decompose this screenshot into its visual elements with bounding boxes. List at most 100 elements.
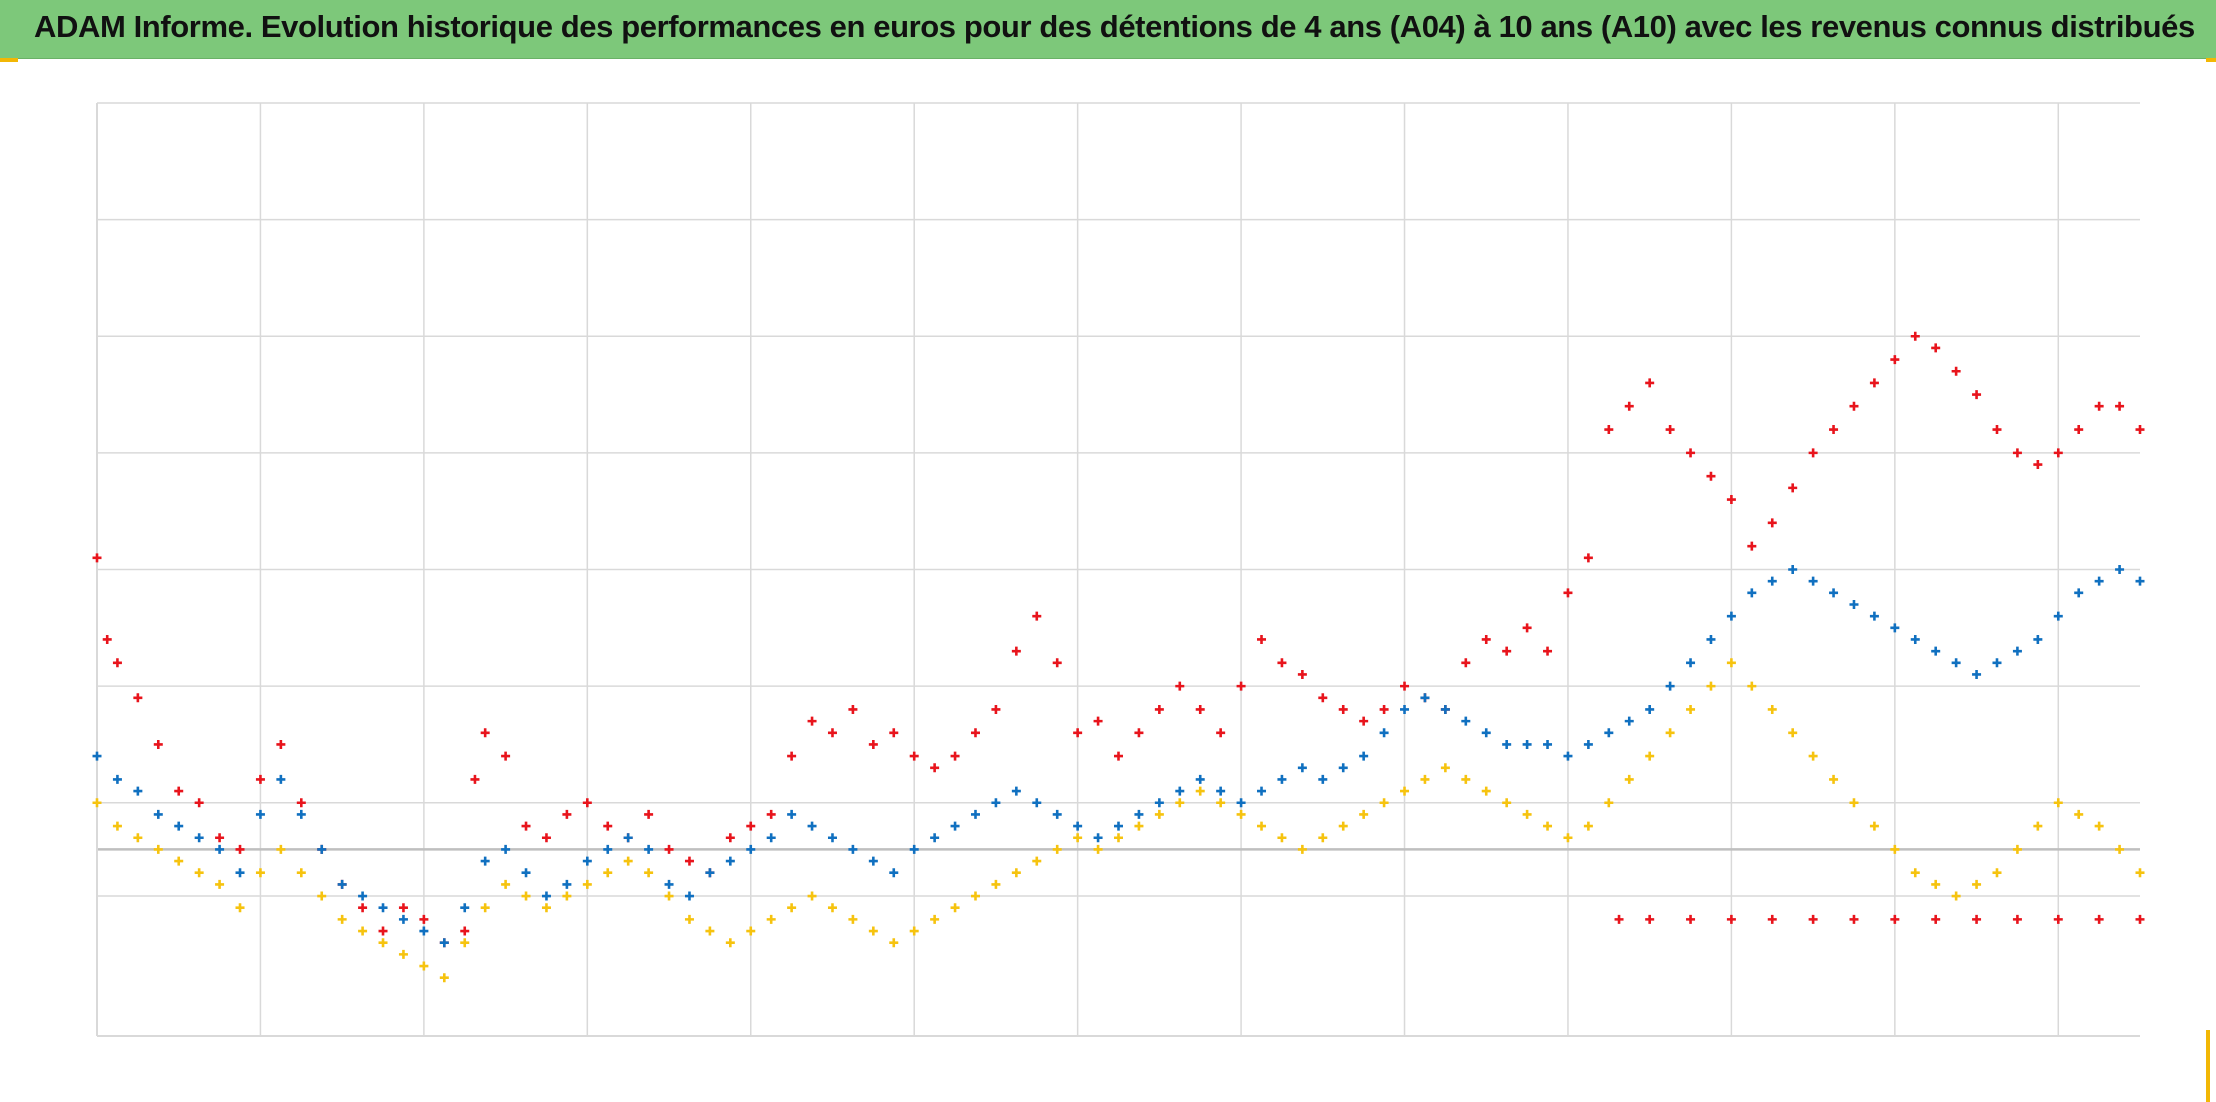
series-0-point-20 <box>470 774 480 784</box>
series-2-point-48 <box>1073 833 1083 843</box>
series-2-point-55 <box>1216 798 1226 808</box>
series-0-point-83 <box>1747 541 1757 551</box>
series-0-point-74 <box>1563 588 1573 598</box>
series-1-point-83 <box>1788 565 1798 574</box>
series-2-point-59 <box>1297 844 1307 854</box>
series-1-point-79 <box>1706 634 1716 644</box>
series-0-point-57 <box>1216 728 1226 738</box>
series-1-point-25 <box>603 844 613 854</box>
series-0-point-6 <box>194 798 204 808</box>
series-1-point-90 <box>1931 646 1941 656</box>
series-1-point-92 <box>1972 669 1982 679</box>
series-0-point-87 <box>1829 425 1839 435</box>
series-2-point-99 <box>2115 844 2125 854</box>
series-0-point-75 <box>1583 553 1593 563</box>
series-3-point-6 <box>1849 914 1859 924</box>
series-2-point-33 <box>766 914 776 924</box>
series-0-point-19 <box>460 926 470 936</box>
series-0-point-73 <box>1543 646 1553 656</box>
series-2-point-22 <box>541 903 551 913</box>
series-2-point-44 <box>991 879 1001 889</box>
series-0-point-43 <box>930 763 940 773</box>
series-0-point-60 <box>1277 658 1287 668</box>
series-1-point-20 <box>501 844 511 854</box>
series-1-point-3 <box>153 809 163 819</box>
series-2-point-81 <box>1747 681 1757 691</box>
series-1-point-44 <box>991 798 1001 808</box>
series-2-point-57 <box>1257 821 1267 831</box>
series-2-point-80 <box>1726 658 1736 668</box>
series-0-point-86 <box>1808 448 1818 458</box>
series-1-point-13 <box>358 891 368 901</box>
series-0-point-16 <box>398 903 408 913</box>
series-2-point-52 <box>1154 809 1164 819</box>
series-2-point-32 <box>746 926 756 936</box>
series-2-point-65 <box>1420 774 1430 784</box>
series-2-point-73 <box>1583 821 1593 831</box>
series-2-point-93 <box>1992 868 2002 878</box>
series-2-point-91 <box>1951 891 1961 901</box>
series-2-point-89 <box>1910 868 1920 878</box>
series-2-point-17 <box>439 973 449 983</box>
series-0-point-93 <box>1951 366 1961 376</box>
series-0-point-34 <box>746 821 756 831</box>
series-1-point-4 <box>174 821 184 831</box>
series-0-point-88 <box>1849 401 1859 411</box>
series-1-point-94 <box>2012 646 2022 656</box>
series-2-point-47 <box>1052 844 1062 854</box>
series-1-point-81 <box>1747 588 1757 598</box>
series-3-point-3 <box>1726 914 1736 924</box>
series-3-point-9 <box>1972 914 1982 924</box>
series-2-point-27 <box>644 868 654 878</box>
series-2-point-58 <box>1277 833 1287 843</box>
series-2-point-39 <box>889 938 899 948</box>
series-2-point-51 <box>1134 821 1144 831</box>
series-0-point-100 <box>2094 401 2104 411</box>
series-3-point-12 <box>2094 914 2104 924</box>
series-1-point-88 <box>1890 623 1900 633</box>
series-0-point-29 <box>644 809 654 819</box>
series-0-point-1 <box>102 634 112 644</box>
series-1-point-33 <box>766 833 776 843</box>
series-3-point-8 <box>1931 914 1941 924</box>
series-1-point-64 <box>1400 704 1410 714</box>
series-1-point-26 <box>623 833 633 843</box>
series-0-point-98 <box>2053 448 2063 458</box>
series-1-point-91 <box>1951 658 1961 668</box>
series-1-point-35 <box>807 821 817 831</box>
series-0-point-25 <box>562 809 572 819</box>
series-1-point-36 <box>827 833 837 843</box>
series-0-point-42 <box>909 751 919 761</box>
series-1-point-22 <box>541 891 551 901</box>
series-1-point-18 <box>460 903 470 913</box>
series-0-point-92 <box>1931 343 1941 353</box>
series-0-point-59 <box>1257 634 1267 644</box>
series-1-point-2 <box>133 786 143 796</box>
series-1-point-49 <box>1093 833 1103 843</box>
series-2-point-16 <box>419 961 429 971</box>
series-2-point-11 <box>317 891 327 901</box>
series-0-point-85 <box>1788 483 1798 493</box>
grid-layer <box>96 102 2140 1037</box>
series-1-point-78 <box>1686 658 1696 668</box>
series-2-point-24 <box>582 879 592 889</box>
series-0-point-24 <box>541 833 551 843</box>
series-2-point-66 <box>1440 763 1450 773</box>
series-2-point-50 <box>1114 833 1123 843</box>
series-1-point-63 <box>1379 728 1389 738</box>
series-1-point-47 <box>1052 809 1062 819</box>
series-2-point-30 <box>705 926 715 936</box>
series-1-point-34 <box>787 809 797 819</box>
series-1-point-65 <box>1420 693 1430 703</box>
series-2-point-13 <box>358 926 368 936</box>
series-1-point-61 <box>1338 763 1348 773</box>
series-2-point-56 <box>1236 809 1246 819</box>
series-1-point-75 <box>1624 716 1634 726</box>
series-1-point-0 <box>92 751 102 761</box>
series-0-point-54 <box>1154 704 1164 714</box>
series-0-point-65 <box>1379 704 1389 714</box>
series-2-point-90 <box>1931 879 1941 889</box>
series-0-point-52 <box>1114 751 1123 761</box>
series-2-point-37 <box>848 914 858 924</box>
corner-mark-left <box>0 58 18 62</box>
